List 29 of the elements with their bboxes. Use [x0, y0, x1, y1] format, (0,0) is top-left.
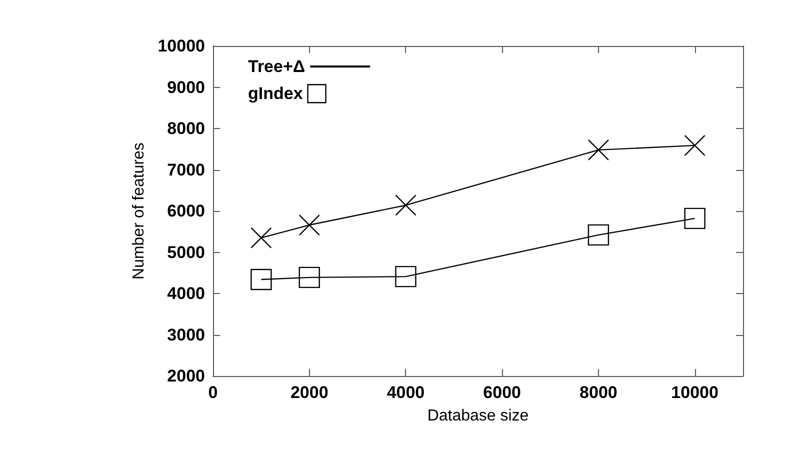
- point: [298, 266, 320, 288]
- point: [588, 224, 610, 246]
- point: [298, 214, 320, 236]
- y-tick-label: 5000: [167, 242, 205, 262]
- y-tick-label: 7000: [167, 160, 205, 180]
- x-tick-label: 8000: [580, 383, 618, 402]
- point: [250, 268, 272, 290]
- y-tick-label: 3000: [167, 325, 205, 344]
- y-tick-label: 9000: [167, 78, 205, 97]
- point: [250, 227, 272, 248]
- x-axis-title: Database size: [427, 408, 529, 424]
- point: [684, 134, 706, 156]
- point: [588, 139, 610, 161]
- point: [395, 194, 416, 216]
- x-tick-label: 10000: [671, 383, 718, 402]
- y-tick-label: 10000: [158, 36, 205, 56]
- x-tick-label: 6000: [483, 383, 522, 402]
- x-tick-label: 4000: [386, 383, 425, 402]
- x-tick-label: 2000: [290, 383, 328, 402]
- legend-label: gIndex: [248, 84, 304, 104]
- y-tick-label: 8000: [167, 119, 205, 138]
- point: [684, 208, 706, 230]
- y-tick-label: 2000: [167, 366, 205, 386]
- point: [395, 266, 416, 288]
- y-tick-label: 4000: [167, 284, 205, 303]
- y-axis-title: Number of features: [130, 142, 148, 280]
- legend-label: Tree+Δ: [248, 57, 306, 76]
- x-tick-label: 0: [208, 383, 218, 402]
- y-tick-label: 6000: [167, 202, 205, 220]
